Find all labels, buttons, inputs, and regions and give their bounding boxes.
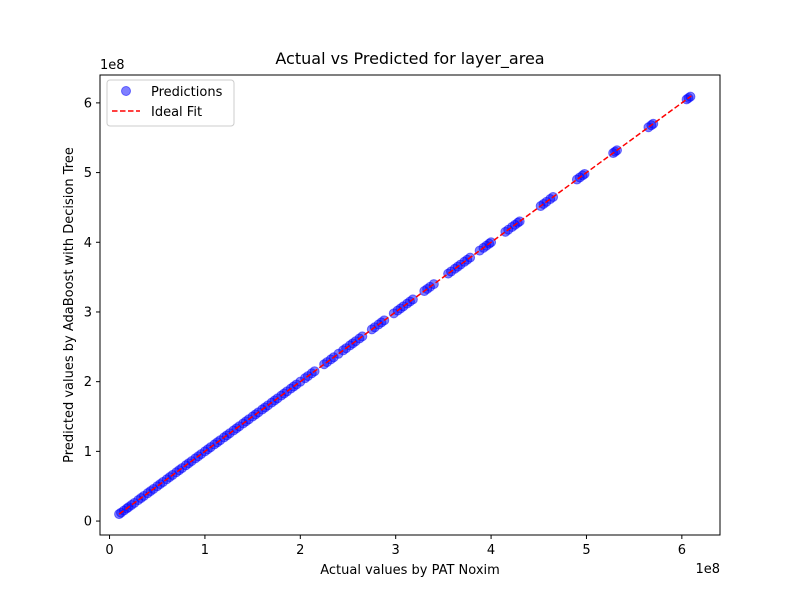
x-tick-label-5: 5	[582, 543, 590, 558]
plot-frame	[99, 74, 721, 536]
x-tick-label-2: 2	[296, 543, 304, 558]
legend-predictions-label: Predictions	[151, 85, 223, 100]
legend-ideal-fit-label: Ideal Fit	[151, 105, 202, 120]
x-tick-label-1: 1	[201, 543, 209, 558]
x-tick-label-4: 4	[487, 543, 495, 558]
y-tick-label-2: 2	[84, 375, 92, 390]
data-marks	[114, 91, 696, 520]
legend-predictions-marker	[121, 86, 131, 96]
x-tick-label-6: 6	[678, 543, 686, 558]
legend-box	[106, 79, 235, 127]
y-tick-label-0: 0	[84, 515, 92, 530]
chart-title: Actual vs Predicted for layer_area	[275, 49, 544, 69]
y-tick-label-1: 1	[84, 445, 92, 460]
y-tick-label-3: 3	[84, 305, 92, 320]
legend: Predictions Ideal Fit	[106, 79, 235, 127]
x-axis-label: Actual values by PAT Noxim	[320, 563, 500, 578]
ideal-fit-line	[118, 95, 692, 515]
y-tick-label-5: 5	[84, 166, 92, 181]
x-tick-label-3: 3	[392, 543, 400, 558]
y-tick-label-6: 6	[84, 96, 92, 111]
y-tick-label-4: 4	[84, 236, 92, 251]
x-tick-label-0: 0	[105, 543, 113, 558]
y-axis-label: Predicted values by AdaBoost with Decisi…	[62, 147, 77, 463]
x-axis-multiplier: 1e8	[695, 562, 720, 577]
y-axis-multiplier: 1e8	[100, 58, 125, 73]
axes: 0 1 2 3 4 5 6 0 1 2 3 4 5 6	[84, 74, 721, 558]
